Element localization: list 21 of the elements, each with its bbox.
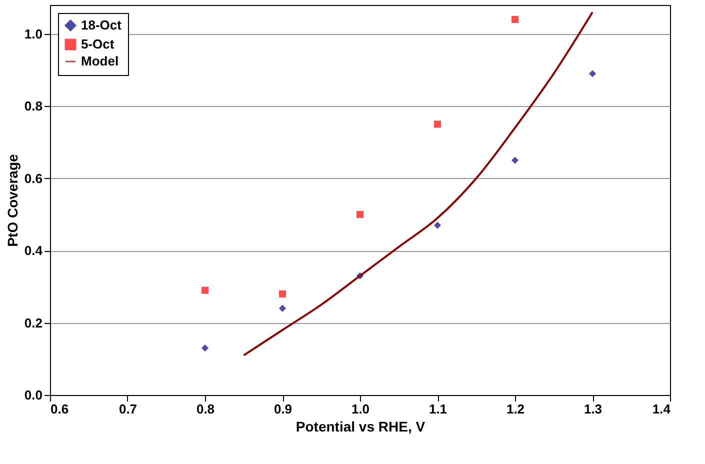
y-tick-label: 0.8 (24, 98, 42, 114)
x-tick-label: 0.9 (274, 402, 292, 416)
x-tick-label: 1.1 (428, 402, 448, 416)
y-tick-label: 0.0 (24, 388, 42, 402)
line-series (242, 11, 594, 356)
x-axis-title: Potential vs RHE, V (296, 418, 426, 434)
x-tick-label: 0.6 (50, 402, 69, 416)
legend-label: 18-Oct (81, 18, 122, 32)
legend-label: 5-Oct (81, 36, 115, 52)
x-tick-label: 0.8 (196, 402, 215, 416)
y-tick-label: 0.4 (24, 243, 44, 258)
legend-label: Model (81, 54, 119, 68)
y-tick-label: 1.0 (24, 26, 42, 42)
x-tick-label: 1.0 (351, 402, 370, 416)
x-tick-label: 1.3 (584, 402, 602, 416)
y-axis-title: PtO Coverage (4, 154, 20, 247)
x-tick-label: 1.4 (652, 402, 672, 416)
y-tick-label: 0.2 (24, 315, 42, 330)
y-tick-label: 0.6 (24, 170, 42, 186)
x-tick-label: 0.7 (118, 402, 138, 416)
x-tick-label: 1.2 (506, 402, 525, 416)
